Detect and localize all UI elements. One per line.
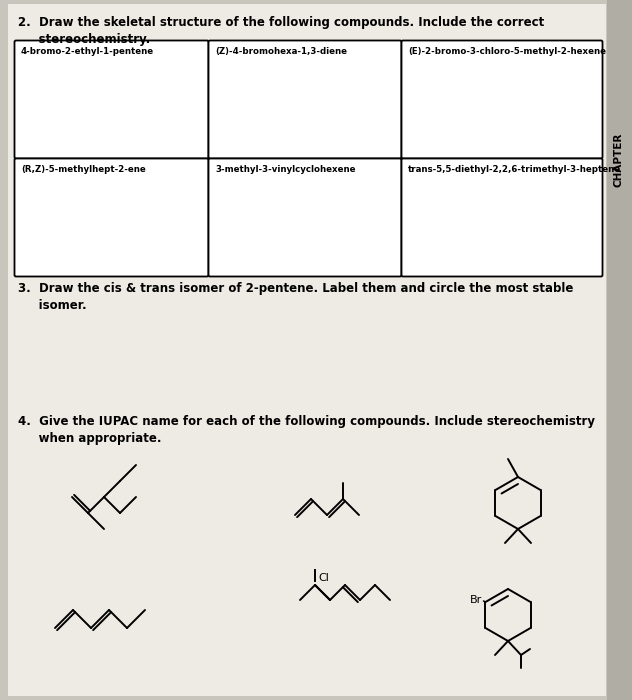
FancyBboxPatch shape	[209, 158, 401, 276]
FancyBboxPatch shape	[401, 41, 602, 158]
Text: trans-5,5-diethyl-2,2,6-trimethyl-3-heptene: trans-5,5-diethyl-2,2,6-trimethyl-3-hept…	[408, 165, 621, 174]
Text: (Z)-4-bromohexa-1,3-diene: (Z)-4-bromohexa-1,3-diene	[215, 47, 347, 56]
Text: 2.  Draw the skeletal structure of the following compounds. Include the correct
: 2. Draw the skeletal structure of the fo…	[18, 16, 544, 46]
FancyBboxPatch shape	[15, 41, 209, 158]
Text: 4.  Give the IUPAC name for each of the following compounds. Include stereochemi: 4. Give the IUPAC name for each of the f…	[18, 415, 595, 445]
Text: 4-bromo-2-ethyl-1-pentene: 4-bromo-2-ethyl-1-pentene	[21, 47, 154, 56]
FancyBboxPatch shape	[15, 158, 209, 276]
Bar	[607, 0, 632, 700]
FancyBboxPatch shape	[401, 158, 602, 276]
FancyBboxPatch shape	[209, 41, 401, 158]
Text: (E)-2-bromo-3-chloro-5-methyl-2-hexene: (E)-2-bromo-3-chloro-5-methyl-2-hexene	[408, 47, 606, 56]
Text: 3-methyl-3-vinylcyclohexene: 3-methyl-3-vinylcyclohexene	[215, 165, 355, 174]
Text: Br: Br	[470, 595, 482, 605]
Text: 3.  Draw the cis & trans isomer of 2-pentene. Label them and circle the most sta: 3. Draw the cis & trans isomer of 2-pent…	[18, 282, 573, 312]
Text: Cl: Cl	[318, 573, 329, 583]
Text: CHAPTER: CHAPTER	[614, 133, 624, 187]
Text: (R,Z)-5-methylhept-2-ene: (R,Z)-5-methylhept-2-ene	[21, 165, 146, 174]
